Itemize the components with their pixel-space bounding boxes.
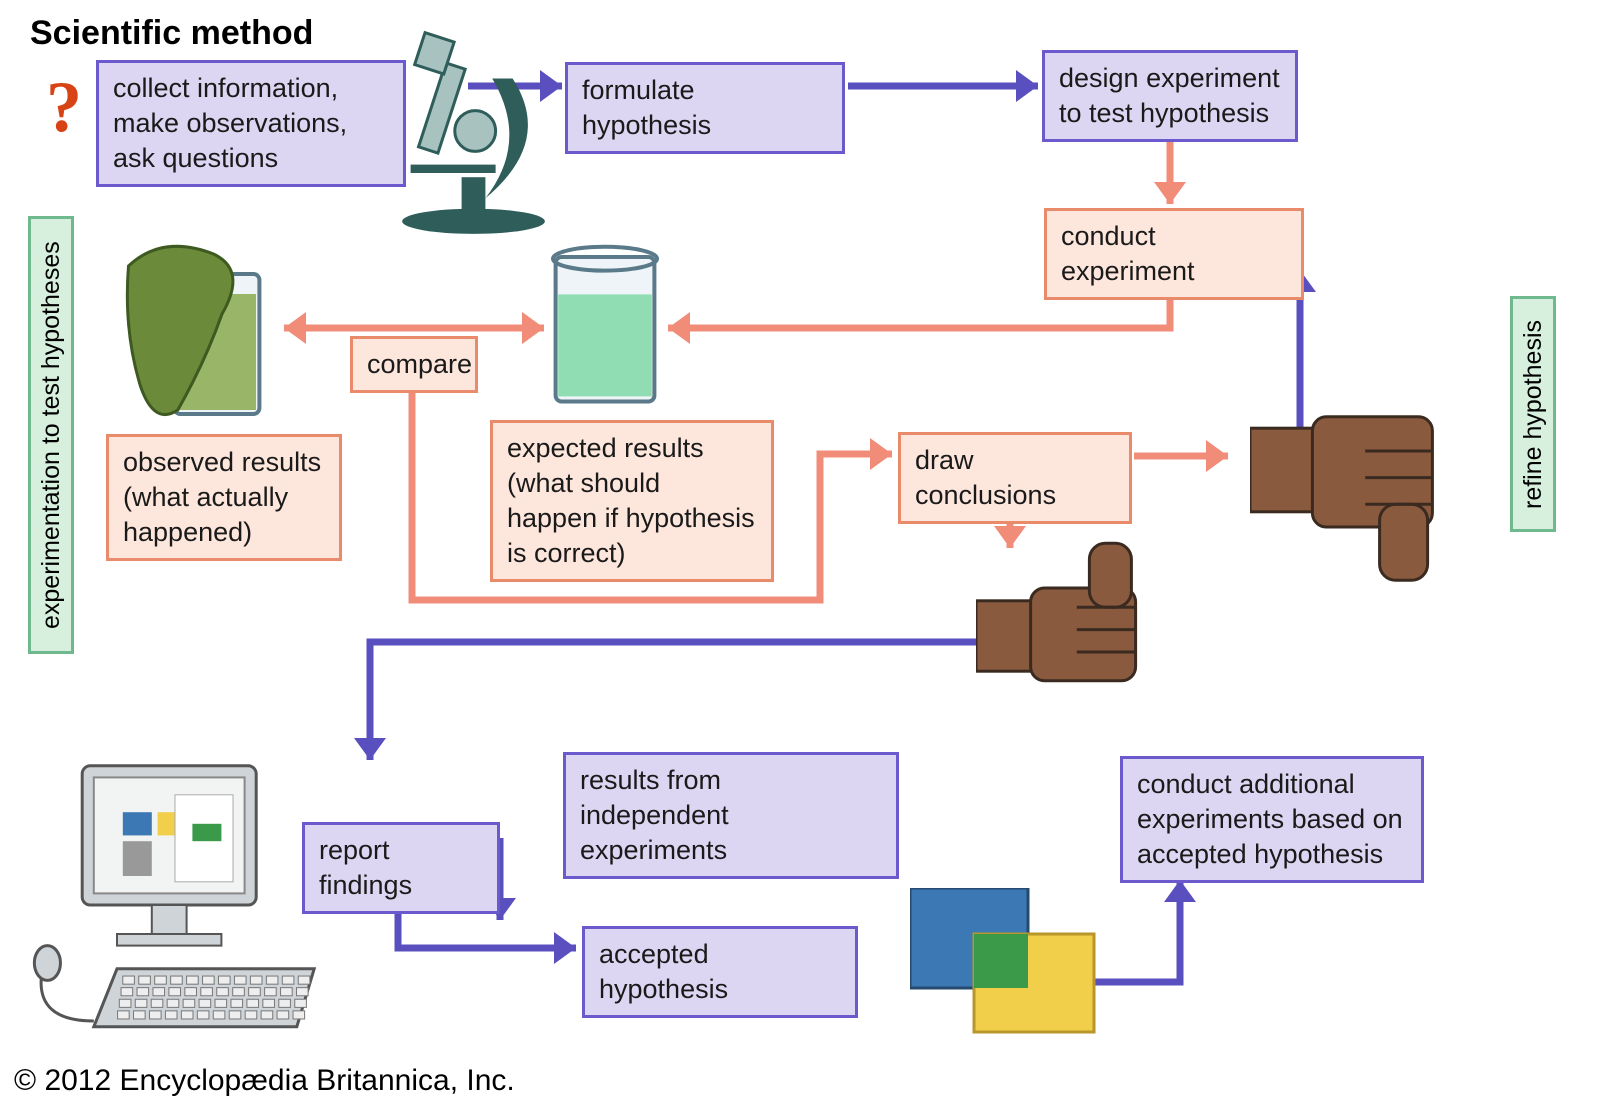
thumbs-down-icon [1250,394,1490,584]
question-mark-icon: ? [46,66,82,149]
diagram-title: Scientific method [30,14,313,53]
node-expected: expected results (what should happen if … [490,420,774,582]
microscope-icon [380,26,550,236]
node-design: design experiment to test hypothesis [1042,50,1298,142]
node-results_indep: results from independent experiments [563,752,899,879]
venn-squares-icon [910,888,1100,1038]
node-report: report findings [302,822,500,914]
node-conduct_more: conduct additional experiments based on … [1120,756,1424,883]
node-collect: collect information, make observations, … [96,60,406,187]
beaker-clean-icon [540,240,670,410]
vlabel-refine: refine hypothesis [1510,296,1556,532]
copyright-text: © 2012 Encyclopædia Britannica, Inc. [14,1064,515,1098]
node-formulate: formulate hypothesis [565,62,845,154]
node-compare: compare [350,336,478,393]
thumbs-up-icon [976,540,1186,700]
node-draw: draw conclusions [898,432,1132,524]
vlabel-experimentation: experimentation to test hypotheses [28,216,74,654]
node-observed: observed results (what actually happened… [106,434,342,561]
beaker-spill-icon [120,230,290,430]
node-conduct: conduct experiment [1044,208,1304,300]
computer-icon [30,760,320,1050]
node-accepted: accepted hypothesis [582,926,858,1018]
